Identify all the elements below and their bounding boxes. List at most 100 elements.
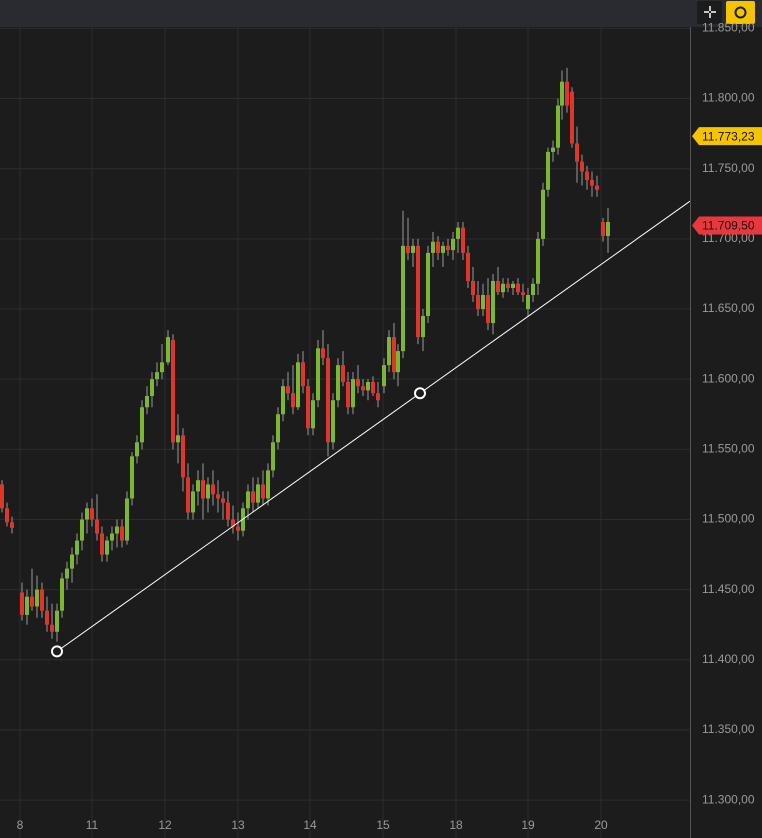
candle-body	[110, 533, 114, 541]
price-tag	[692, 127, 762, 146]
candle-body	[25, 596, 29, 615]
candle-body	[366, 381, 370, 391]
candle-body	[5, 508, 9, 523]
x-tick-label: 19	[521, 818, 535, 832]
candle-body	[476, 294, 480, 310]
candle-body	[201, 480, 205, 499]
candle-body	[570, 91, 574, 144]
button-bg[interactable]	[697, 1, 722, 24]
candle-body	[431, 241, 435, 253]
candle-body	[560, 81, 564, 106]
candle-body	[206, 484, 210, 499]
candle-body	[186, 477, 190, 513]
candle-body	[181, 435, 185, 478]
candle-body	[595, 185, 599, 190]
candle-body	[506, 283, 510, 288]
candle-body	[10, 522, 14, 528]
candle-body	[256, 484, 260, 503]
candle-body	[30, 596, 34, 607]
candle-body	[266, 470, 270, 499]
x-tick-label: 12	[158, 818, 172, 832]
price-tag-label: 11.709,50	[702, 219, 755, 233]
y-tick-label: 11.450,00	[702, 582, 755, 596]
candle-body	[376, 393, 380, 401]
candle-body	[382, 365, 386, 387]
candle-body	[301, 362, 305, 387]
candle-body	[100, 533, 104, 555]
candle-body	[486, 294, 490, 324]
candle-body	[75, 540, 79, 555]
x-tick-label: 11	[86, 818, 99, 832]
candle-body	[211, 484, 215, 495]
candle-body	[261, 484, 265, 499]
candle-body	[105, 540, 109, 555]
y-tick-label: 11.550,00	[702, 442, 755, 456]
candle-body	[526, 294, 530, 310]
candle-body	[191, 491, 195, 513]
candle-body	[90, 508, 94, 520]
x-tick-label: 18	[449, 818, 463, 832]
candle-body	[565, 81, 569, 106]
button-bg[interactable]	[726, 1, 755, 24]
candle-body	[496, 280, 500, 293]
y-tick-label: 11.800,00	[702, 91, 755, 105]
y-tick-label: 11.650,00	[702, 301, 755, 315]
candle-body	[396, 351, 400, 373]
candle-body	[166, 337, 170, 363]
candle-body	[401, 245, 405, 352]
candle-body	[221, 498, 225, 503]
candle-body	[291, 393, 295, 408]
candle-body	[135, 442, 139, 457]
candle-body	[115, 526, 119, 534]
grid	[0, 27, 690, 838]
x-tick-label: 8	[17, 818, 24, 832]
candle-body	[466, 252, 470, 281]
candle-body	[361, 386, 365, 391]
candle-body	[80, 519, 84, 541]
candle-body	[406, 245, 410, 253]
y-tick-label: 11.700,00	[702, 231, 755, 245]
candle-body	[491, 280, 495, 324]
candle-body	[60, 578, 64, 611]
y-tick-label: 11.350,00	[702, 722, 755, 736]
candle-body	[276, 414, 280, 443]
candle-body	[516, 283, 520, 293]
toolbar	[0, 0, 762, 27]
candle-body	[236, 526, 240, 531]
y-tick-label: 11.750,00	[702, 161, 755, 175]
candle-body	[411, 245, 415, 253]
candle-body	[441, 245, 445, 253]
candle-body	[130, 456, 134, 499]
candle-body	[251, 491, 255, 503]
y-tick-label: 11.400,00	[702, 652, 755, 666]
candle-body	[150, 379, 154, 397]
candle-body	[316, 348, 320, 401]
trend-anchor	[51, 645, 63, 658]
candle-body	[35, 589, 39, 607]
candle-body	[606, 222, 610, 237]
candle-body	[120, 526, 124, 541]
candle-body	[231, 519, 235, 527]
candle-body	[371, 381, 375, 394]
settings-button[interactable]	[726, 1, 755, 24]
candle-body	[125, 498, 129, 541]
candle-body	[331, 400, 335, 443]
x-tick-label: 14	[303, 818, 317, 832]
candle-body	[160, 362, 164, 373]
candle-body	[531, 283, 535, 295]
candle-body	[341, 365, 345, 382]
candle-body	[281, 386, 285, 415]
candle-body	[421, 316, 425, 338]
candle-body	[426, 252, 430, 317]
candle-body	[226, 502, 230, 520]
candle-body	[511, 283, 515, 288]
candle-body	[601, 222, 605, 237]
crosshair-button[interactable]	[697, 1, 722, 24]
y-tick-label: 11.850,00	[702, 21, 755, 35]
candle-body	[590, 179, 594, 186]
candle-body	[296, 362, 300, 408]
x-tick-label: 15	[376, 818, 390, 832]
